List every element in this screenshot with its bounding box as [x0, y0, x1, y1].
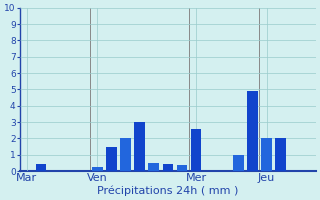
Bar — [261, 138, 272, 171]
Bar — [106, 147, 117, 171]
Bar — [36, 164, 46, 171]
Bar — [247, 91, 258, 171]
Bar — [191, 129, 201, 171]
Bar — [177, 165, 187, 171]
Bar — [148, 163, 159, 171]
Bar — [163, 164, 173, 171]
Bar — [275, 138, 286, 171]
Bar — [92, 167, 103, 171]
Bar — [233, 155, 244, 171]
Bar — [120, 138, 131, 171]
Bar — [134, 122, 145, 171]
X-axis label: Précipitations 24h ( mm ): Précipitations 24h ( mm ) — [97, 185, 238, 196]
